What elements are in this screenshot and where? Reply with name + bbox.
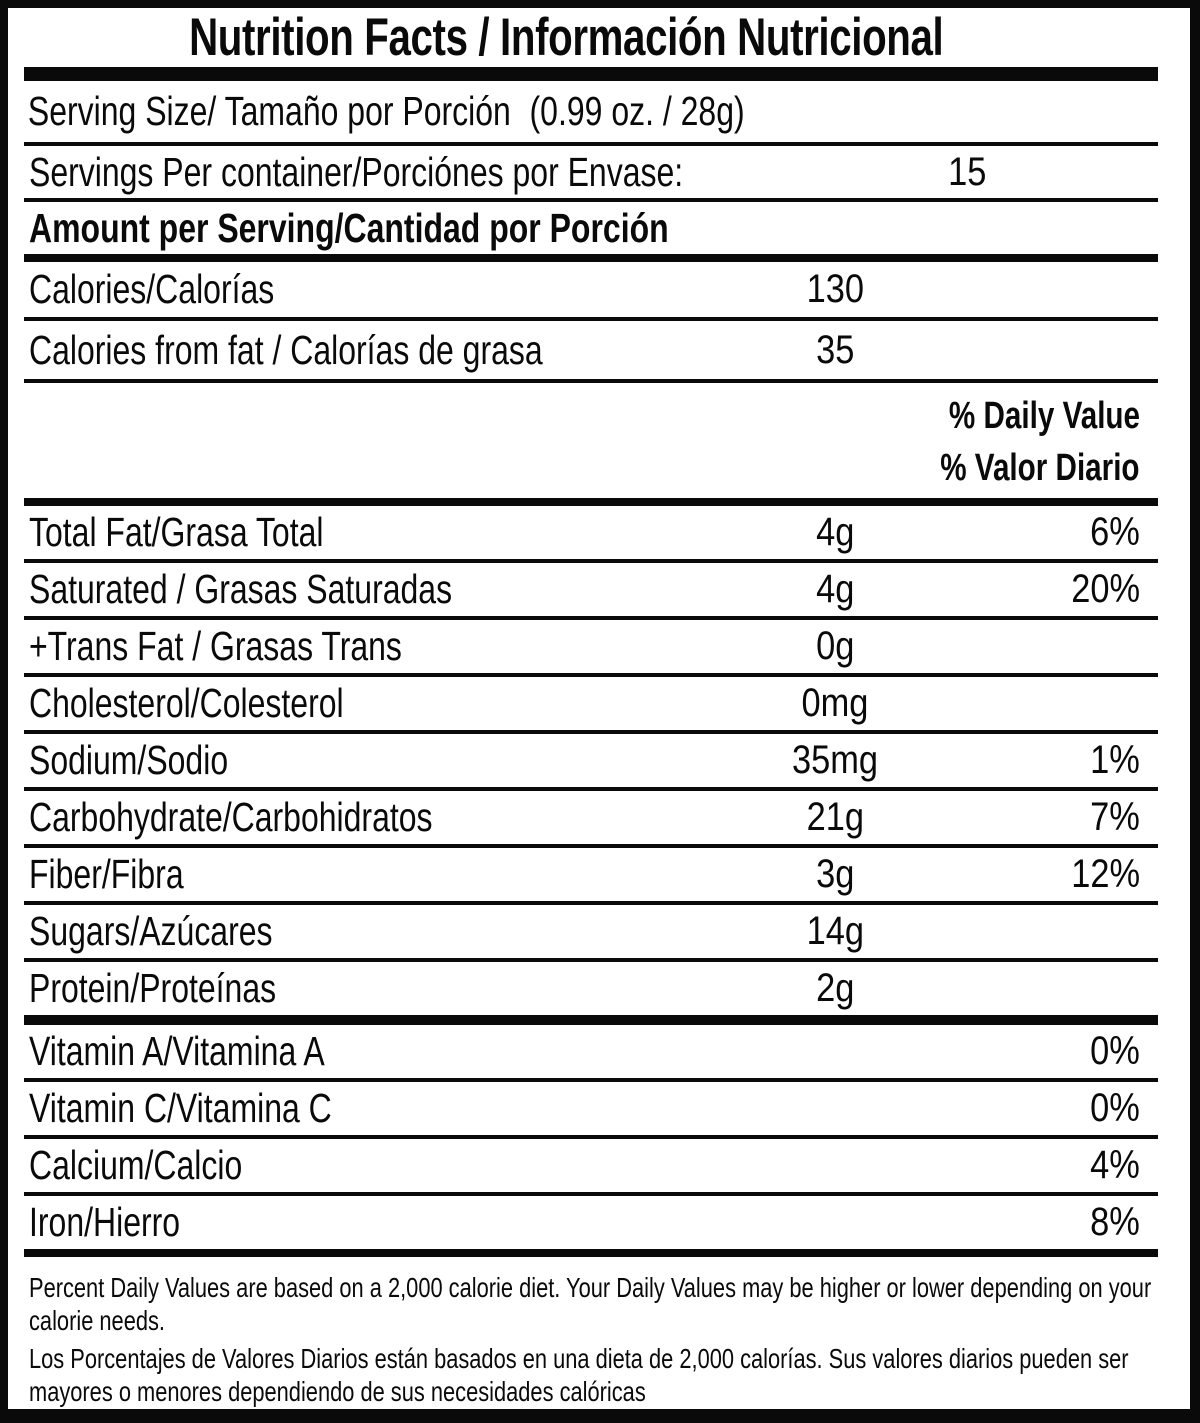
nutrient-label: Carbohydrate/Carbohidratos — [29, 794, 433, 840]
nutrient-label: Fiber/Fibra — [29, 851, 184, 897]
divider-title — [24, 67, 1158, 81]
divider-thick — [24, 1015, 1158, 1025]
nutrient-label: Sodium/Sodio — [29, 737, 229, 783]
vitamin-daily-value: 4% — [1090, 1143, 1140, 1187]
divider-thin — [24, 901, 1158, 905]
serving-size-row: Serving Size/ Tamaño por Porción (0.99 oz… — [24, 81, 1158, 142]
nutrient-amount: 14g — [806, 909, 864, 953]
nutrient-amount: 21g — [806, 795, 864, 839]
divider-thick — [24, 1249, 1158, 1257]
amount-per-serving-header-row: Amount per Serving/Cantidad por Porción — [24, 202, 1158, 254]
row-saturated-fat: Saturated / Grasas Saturadas 4g 20% — [24, 563, 1158, 616]
nutrient-label: Total Fat/Grasa Total — [29, 509, 324, 555]
nutrient-label: +Trans Fat / Grasas Trans — [29, 623, 402, 669]
footnote-english: Percent Daily Values are based on a 2,00… — [29, 1272, 1152, 1336]
servings-per-container-row: Servings Per container/Porciónes por Env… — [24, 146, 1158, 198]
servings-per-container-label: Servings Per container/Porciónes por Env… — [29, 148, 684, 195]
nutrient-daily-value: 6% — [1090, 510, 1140, 554]
row-fiber: Fiber/Fibra 3g 12% — [24, 848, 1158, 901]
footnotes-block: Percent Daily Values are based on a 2,00… — [24, 1257, 1158, 1409]
nutrient-amount: 0g — [815, 624, 855, 668]
divider-thin — [24, 559, 1158, 563]
label-title-row: Nutrition Facts / Información Nutriciona… — [24, 8, 1158, 67]
divider-thick — [24, 498, 1158, 506]
daily-value-header-es: % Valor Diario — [940, 446, 1140, 489]
amount-per-serving-header: Amount per Serving/Cantidad por Porción — [29, 204, 669, 251]
row-trans-fat: +Trans Fat / Grasas Trans 0g — [24, 620, 1158, 673]
divider-thin — [24, 730, 1158, 734]
nutrient-daily-value: 1% — [1090, 738, 1140, 782]
divider-thin — [24, 958, 1158, 962]
divider-thin — [24, 844, 1158, 848]
calories-from-fat-value: 35 — [815, 327, 855, 372]
vitamin-daily-value: 0% — [1090, 1029, 1140, 1073]
serving-size-value: (0.99 oz. / 28g) — [529, 88, 745, 134]
label-content: Nutrition Facts / Información Nutriciona… — [8, 8, 1190, 1409]
daily-value-header-en: % Daily Value — [948, 395, 1140, 438]
nutrient-amount: 4g — [815, 510, 855, 554]
vitamin-daily-value: 8% — [1090, 1200, 1140, 1244]
row-vitamin-c: Vitamin C/Vitamina C 0% — [24, 1082, 1158, 1135]
row-cholesterol: Cholesterol/Colesterol 0mg — [24, 677, 1158, 730]
nutrient-daily-value: 12% — [1071, 852, 1140, 896]
divider-thin — [24, 1135, 1158, 1139]
nutrient-label: Protein/Proteínas — [29, 965, 277, 1011]
divider-thin — [24, 1192, 1158, 1196]
vitamin-label: Vitamin C/Vitamina C — [29, 1085, 332, 1131]
daily-value-header-block: % Daily Value % Valor Diario — [24, 383, 1158, 498]
nutrient-label: Cholesterol/Colesterol — [29, 680, 344, 726]
divider-thin — [24, 379, 1158, 383]
divider-thin — [24, 142, 1158, 146]
nutrient-label: Sugars/Azúcares — [29, 908, 273, 954]
nutrient-daily-value: 7% — [1090, 795, 1140, 839]
row-carbohydrate: Carbohydrate/Carbohidratos 21g 7% — [24, 791, 1158, 844]
nutrient-amount: 35mg — [791, 738, 879, 782]
divider-thin — [24, 616, 1158, 620]
row-vitamin-a: Vitamin A/Vitamina A 0% — [24, 1025, 1158, 1078]
nutrient-amount: 0mg — [801, 681, 869, 725]
label-title: Nutrition Facts / Información Nutriciona… — [188, 8, 944, 67]
nutrient-label: Saturated / Grasas Saturadas — [29, 566, 453, 612]
row-protein: Protein/Proteínas 2g — [24, 962, 1158, 1015]
nutrient-daily-value: 20% — [1071, 567, 1140, 611]
row-sodium: Sodium/Sodio 35mg 1% — [24, 734, 1158, 787]
calories-value: 130 — [806, 267, 864, 311]
servings-per-container-value: 15 — [948, 149, 987, 194]
vitamin-label: Vitamin A/Vitamina A — [29, 1028, 325, 1074]
divider-thin — [24, 673, 1158, 677]
vitamin-daily-value: 0% — [1090, 1086, 1140, 1130]
row-sugars: Sugars/Azúcares 14g — [24, 905, 1158, 958]
row-calcium: Calcium/Calcio 4% — [24, 1139, 1158, 1192]
calories-label: Calories/Calorías — [29, 266, 275, 312]
nutrient-amount: 3g — [815, 852, 855, 896]
divider-thin — [24, 198, 1158, 202]
divider-thin — [24, 317, 1158, 321]
row-iron: Iron/Hierro 8% — [24, 1196, 1158, 1249]
divider-thin — [24, 787, 1158, 791]
divider-thin — [24, 1078, 1158, 1082]
vitamin-label: Calcium/Calcio — [29, 1142, 243, 1188]
footnote-spanish: Los Porcentajes de Valores Diarios están… — [29, 1343, 1129, 1407]
calories-row: Calories/Calorías 130 — [24, 262, 1158, 317]
nutrient-amount: 4g — [815, 567, 855, 611]
calories-from-fat-label: Calories from fat / Calorías de grasa — [29, 326, 543, 373]
row-total-fat: Total Fat/Grasa Total 4g 6% — [24, 506, 1158, 559]
calories-from-fat-row: Calories from fat / Calorías de grasa 35 — [24, 321, 1158, 379]
nutrient-amount: 2g — [815, 966, 855, 1010]
vitamin-label: Iron/Hierro — [29, 1199, 181, 1245]
serving-size-label: Serving Size/ Tamaño por Porción — [27, 88, 511, 134]
divider-thick — [24, 254, 1158, 262]
